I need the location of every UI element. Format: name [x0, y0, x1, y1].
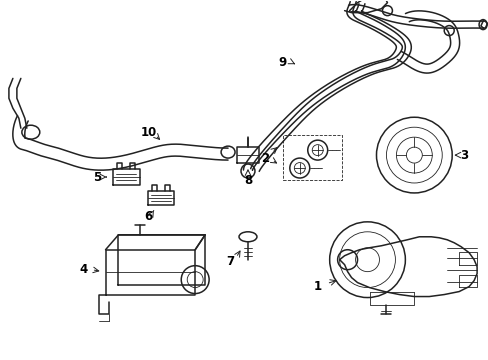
- Text: 1: 1: [313, 280, 321, 293]
- Text: 3: 3: [459, 149, 467, 162]
- Text: 9: 9: [278, 56, 286, 69]
- Text: 6: 6: [144, 210, 152, 223]
- Text: 10: 10: [140, 126, 156, 139]
- Text: 2: 2: [260, 152, 268, 165]
- Text: 5: 5: [93, 171, 102, 184]
- Text: 7: 7: [225, 255, 234, 268]
- Text: 4: 4: [80, 263, 87, 276]
- Text: 8: 8: [244, 174, 252, 186]
